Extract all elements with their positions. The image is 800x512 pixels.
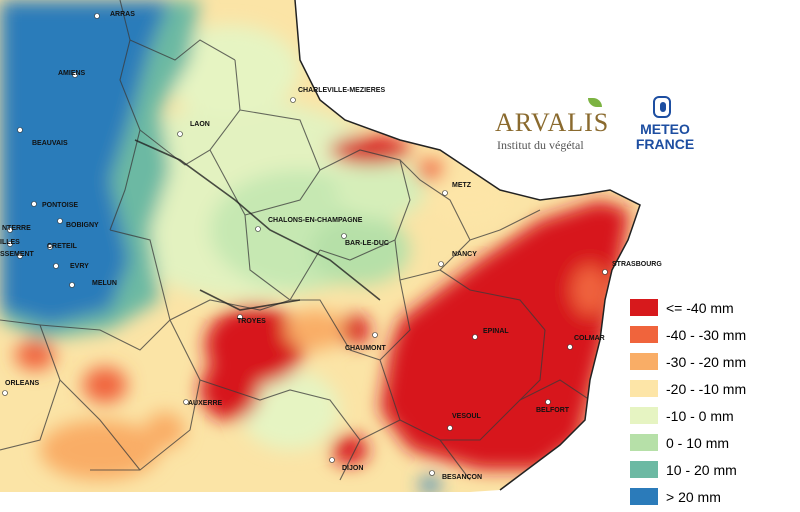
- city-label: BOBIGNY: [66, 222, 99, 229]
- legend: <= -40 mm -40 - -30 mm -30 - -20 mm -20 …: [622, 296, 797, 512]
- city-marker: [372, 332, 378, 338]
- city-marker: [69, 282, 75, 288]
- city-label: BAR-LE-DUC: [345, 240, 389, 247]
- city-marker: [2, 390, 8, 396]
- city-label: CRETEIL: [47, 243, 78, 250]
- city-label: NANCY: [452, 251, 477, 258]
- legend-label: -30 - -20 mm: [666, 354, 747, 370]
- city-marker: [442, 190, 448, 196]
- city-label: CHARLEVILLE-MEZIERES: [298, 87, 385, 94]
- legend-swatch: [630, 353, 658, 370]
- legend-swatch: [630, 299, 658, 316]
- city-marker: [57, 218, 63, 224]
- city-label: LAON: [190, 121, 210, 128]
- city-label: VESOUL: [452, 413, 482, 420]
- city-label: DIJON: [342, 465, 363, 472]
- legend-label: -20 - -10 mm: [666, 381, 747, 397]
- meteo-france-logo: METEO FRANCE: [633, 96, 703, 156]
- legend-label: 0 - 10 mm: [666, 435, 730, 451]
- legend-label: <= -40 mm: [666, 300, 734, 316]
- city-label: STRASBOURG: [612, 261, 662, 268]
- legend-item: -40 - -30 mm: [622, 323, 797, 350]
- city-label: ILLES: [0, 239, 20, 246]
- legend-swatch: [630, 380, 658, 397]
- city-label: AUXERRE: [188, 400, 223, 407]
- leaf-icon: [588, 98, 602, 107]
- city-label: ARRAS: [110, 11, 135, 18]
- legend-label: > 20 mm: [666, 489, 721, 505]
- logos: ARVALIS Institut du végétal METEO FRANCE: [495, 92, 725, 162]
- city-label: EPINAL: [483, 328, 509, 335]
- arvalis-logo: ARVALIS Institut du végétal: [495, 94, 608, 154]
- city-marker: [7, 227, 13, 233]
- city-label: EVRY: [70, 263, 89, 270]
- city-marker: [290, 97, 296, 103]
- city-marker: [47, 244, 53, 250]
- city-marker: [545, 399, 551, 405]
- city-label: PONTOISE: [42, 202, 78, 209]
- city-marker: [17, 253, 23, 259]
- city-label: METZ: [452, 182, 472, 189]
- legend-item: -20 - -10 mm: [622, 377, 797, 404]
- legend-label: -40 - -30 mm: [666, 327, 747, 343]
- city-label: COLMAR: [574, 335, 605, 342]
- legend-item: 10 - 20 mm: [622, 458, 797, 485]
- city-marker: [447, 425, 453, 431]
- legend-swatch: [630, 407, 658, 424]
- arvalis-subtitle: Institut du végétal: [497, 138, 584, 152]
- city-label: TROYES: [237, 318, 266, 325]
- legend-item: -10 - 0 mm: [622, 404, 797, 431]
- legend-item: > 20 mm: [622, 485, 797, 512]
- legend-item: -30 - -20 mm: [622, 350, 797, 377]
- city-marker: [72, 72, 78, 78]
- city-label: BELFORT: [536, 407, 570, 414]
- city-marker: [237, 314, 243, 320]
- city-label: CHALONS-EN-CHAMPAGNE: [268, 217, 363, 224]
- meteo-line2: FRANCE: [635, 136, 695, 152]
- city-label: BEAUVAIS: [32, 140, 68, 147]
- arvalis-name: ARVALIS: [495, 108, 610, 137]
- city-marker: [31, 201, 37, 207]
- legend-item: <= -40 mm: [622, 296, 797, 323]
- city-marker: [429, 470, 435, 476]
- legend-swatch: [630, 488, 658, 505]
- city-marker: [53, 263, 59, 269]
- legend-swatch: [630, 434, 658, 451]
- meteo-line1: METEO: [640, 121, 690, 137]
- legend-swatch: [630, 461, 658, 478]
- city-label: SSEMENT: [0, 251, 35, 258]
- city-marker: [438, 261, 444, 267]
- city-marker: [472, 334, 478, 340]
- city-marker: [17, 127, 23, 133]
- city-label: AMIENS: [58, 70, 86, 77]
- city-marker: [177, 131, 183, 137]
- city-marker: [602, 269, 608, 275]
- legend-item: 0 - 10 mm: [622, 431, 797, 458]
- city-label: ORLEANS: [5, 380, 40, 387]
- city-label: CHAUMONT: [345, 345, 387, 352]
- legend-label: 10 - 20 mm: [666, 462, 737, 478]
- city-label: MELUN: [92, 280, 117, 287]
- legend-swatch: [630, 326, 658, 343]
- city-label: NTERRE: [2, 225, 31, 232]
- city-label: BESANCON: [442, 474, 482, 481]
- meteo-france-icon: [653, 96, 671, 118]
- city-marker: [341, 233, 347, 239]
- legend-label: -10 - 0 mm: [666, 408, 734, 424]
- city-marker: [329, 457, 335, 463]
- city-marker: [255, 226, 261, 232]
- city-marker: [94, 13, 100, 19]
- city-marker: [567, 344, 573, 350]
- city-marker: [7, 241, 13, 247]
- city-marker: [183, 399, 189, 405]
